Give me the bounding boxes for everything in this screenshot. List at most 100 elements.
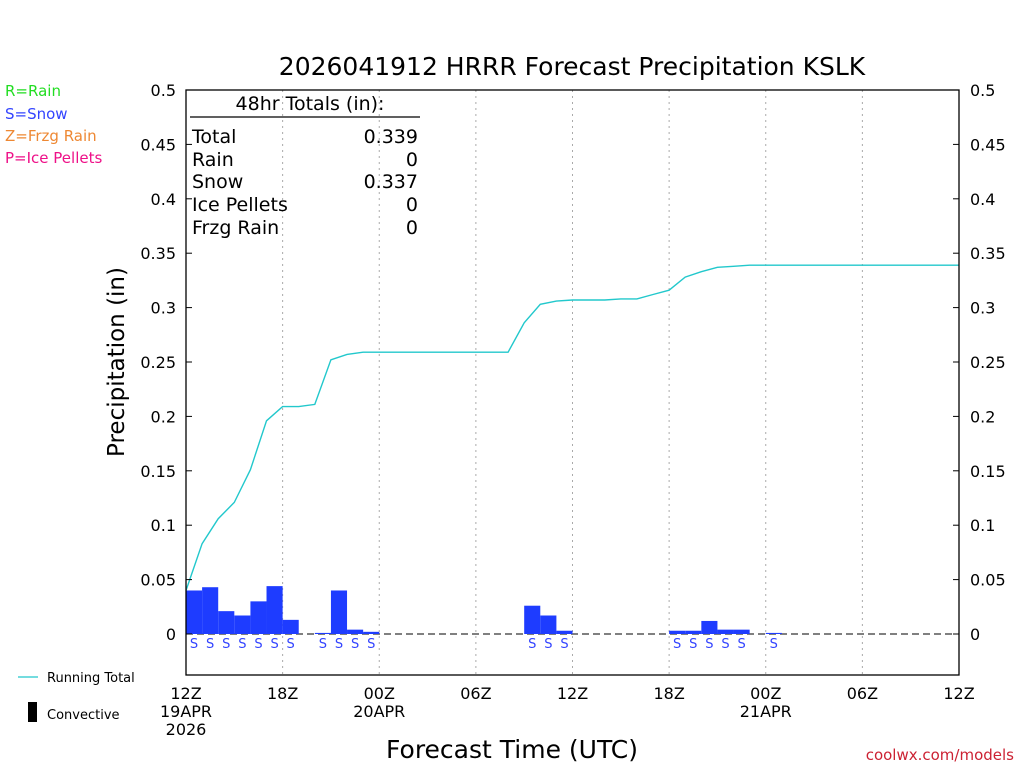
x-tick-label-6-0: 00Z xyxy=(750,684,781,703)
x-tick-label-3-0: 06Z xyxy=(460,684,491,703)
precip-type-symbol-2: S xyxy=(222,637,230,652)
precip-type-symbol-13: S xyxy=(560,637,568,652)
precip-bar-hour-5 xyxy=(266,586,283,634)
totals-value-rain: 0 xyxy=(406,149,418,171)
series-legend: Running Total Convective xyxy=(18,671,135,723)
x-tick-label-6-1: 21APR xyxy=(740,702,792,721)
y-tick-label-right-9: 0.45 xyxy=(970,135,1006,154)
precip-type-symbol-8: S xyxy=(335,637,343,652)
precip-bar-hour-22 xyxy=(540,615,557,634)
x-tick-label-0-2: 2026 xyxy=(166,720,207,739)
y-tick-label-left-7: 0.35 xyxy=(140,244,176,263)
precip-bar-hour-2 xyxy=(218,611,235,634)
gridlines xyxy=(186,90,959,675)
y-tick-label-left-9: 0.45 xyxy=(140,135,176,154)
precip-type-legend: R=Rain S=Snow Z=Frzg Rain P=Ice Pellets xyxy=(5,82,102,167)
plot-frame xyxy=(185,89,960,676)
totals-label-snow: Snow xyxy=(192,171,243,193)
x-tick-label-1-0: 18Z xyxy=(267,684,298,703)
precip-type-symbol-17: S xyxy=(721,637,729,652)
precip-bar-hour-11 xyxy=(363,631,380,634)
totals-value-frzg-rain: 0 xyxy=(406,217,418,239)
legend-convective: Convective xyxy=(47,708,120,723)
totals-box: 48hr Totals (in): Total 0.339 Rain 0 Sno… xyxy=(190,93,420,239)
precip-type-symbol-6: S xyxy=(287,637,295,652)
y-tick-label-right-3: 0.15 xyxy=(970,462,1006,481)
totals-label-frzg-rain: Frzg Rain xyxy=(192,217,279,239)
y-tick-label-left-1: 0.05 xyxy=(140,571,176,590)
x-tick-label-0-0: 12Z xyxy=(170,684,201,703)
precip-type-symbol-14: S xyxy=(673,637,681,652)
x-tick-label-5-0: 18Z xyxy=(653,684,684,703)
precip-bar-hour-1 xyxy=(202,587,219,634)
precip-type-symbol-1: S xyxy=(206,637,214,652)
x-tick-label-7-0: 06Z xyxy=(847,684,878,703)
totals-label-rain: Rain xyxy=(192,149,234,171)
precip-bar-hour-33 xyxy=(717,629,734,634)
precip-bar-hour-9 xyxy=(330,590,348,634)
y-tick-label-left-3: 0.15 xyxy=(140,462,176,481)
y-tick-label-right-0: 0 xyxy=(970,625,980,644)
y-tick-label-right-5: 0.25 xyxy=(970,353,1006,372)
totals-heading: 48hr Totals (in): xyxy=(236,93,385,115)
precip-type-symbol-15: S xyxy=(689,637,697,652)
precip-bar-hour-3 xyxy=(234,615,251,634)
precip-type-symbol-11: S xyxy=(528,637,536,652)
totals-label-ice-pellets: Ice Pellets xyxy=(192,194,288,216)
y-tick-label-right-10: 0.5 xyxy=(970,81,995,100)
y-tick-label-right-1: 0.05 xyxy=(970,571,1006,590)
running-total-line-group xyxy=(185,264,959,591)
precip-type-symbol-10: S xyxy=(367,637,375,652)
legend-rain: R=Rain xyxy=(5,82,61,100)
totals-value-snow: 0.337 xyxy=(364,171,418,193)
y-tick-label-left-10: 0.5 xyxy=(151,81,176,100)
running-total-line xyxy=(185,264,959,591)
precip-bar-hour-0 xyxy=(186,590,203,634)
x-tick-label-2-0: 00Z xyxy=(364,684,395,703)
precip-type-symbol-7: S xyxy=(319,637,327,652)
precip-type-symbol-4: S xyxy=(254,637,262,652)
credit-text: coolwx.com/models xyxy=(866,746,1014,764)
legend-running-total: Running Total xyxy=(47,671,135,686)
y-tick-label-left-6: 0.3 xyxy=(151,299,176,318)
precip-bar-hour-23 xyxy=(556,630,573,634)
x-tick-label-0-1: 19APR xyxy=(160,702,212,721)
precip-bar-hour-10 xyxy=(347,629,364,634)
legend-frzg-rain: Z=Frzg Rain xyxy=(5,127,97,145)
precip-bar-hour-30 xyxy=(669,630,686,634)
y-tick-label-right-2: 0.1 xyxy=(970,516,995,535)
precip-bar-hour-36 xyxy=(765,632,782,634)
precip-type-symbol-9: S xyxy=(351,637,359,652)
y-tick-label-left-4: 0.2 xyxy=(151,407,176,426)
totals-label-total: Total xyxy=(191,126,236,148)
x-tick-label-8-0: 12Z xyxy=(943,684,974,703)
y-tick-label-left-0: 0 xyxy=(166,625,176,644)
y-axis-label: Precipitation (in) xyxy=(104,267,130,457)
y-tick-label-right-6: 0.3 xyxy=(970,299,995,318)
y-tick-label-left-2: 0.1 xyxy=(151,516,176,535)
precip-bar-hour-4 xyxy=(250,601,267,634)
y-tick-label-left-8: 0.4 xyxy=(151,190,176,209)
x-axis-label: Forecast Time (UTC) xyxy=(386,735,638,764)
legend-convective-swatch xyxy=(28,702,37,722)
precip-bar-hour-6 xyxy=(282,619,299,634)
totals-value-total: 0.339 xyxy=(364,126,418,148)
precip-type-symbol-5: S xyxy=(270,637,278,652)
precip-type-symbol-18: S xyxy=(737,637,745,652)
precip-bar-hour-32 xyxy=(701,620,718,634)
precip-type-symbol-19: S xyxy=(770,637,778,652)
axes: 0 00.05 0.050.1 0.10.15 0.150.2 0.20.25 0.250.… xyxy=(140,81,1005,739)
totals-value-ice-pellets: 0 xyxy=(406,194,418,216)
precip-bar-hour-31 xyxy=(685,630,702,634)
x-tick-label-4-0: 12Z xyxy=(557,684,588,703)
precip-bar-hour-21 xyxy=(524,605,541,634)
precip-bar-hour-8 xyxy=(314,632,331,634)
legend-snow: S=Snow xyxy=(5,105,68,123)
precip-type-symbol-12: S xyxy=(544,637,552,652)
legend-ice-pellets: P=Ice Pellets xyxy=(5,149,102,167)
y-tick-label-left-5: 0.25 xyxy=(140,353,176,372)
hourly-precip-bars xyxy=(186,586,782,634)
y-tick-label-right-8: 0.4 xyxy=(970,190,995,209)
